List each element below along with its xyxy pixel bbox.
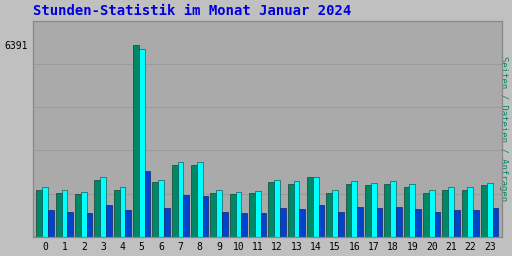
Bar (313, 177, 318, 237)
Bar (487, 183, 493, 237)
Bar (119, 187, 125, 237)
Bar (249, 194, 255, 237)
Bar (352, 181, 357, 237)
Bar (178, 162, 183, 237)
Bar (36, 190, 42, 237)
Bar (462, 189, 467, 237)
Bar (133, 45, 139, 237)
Bar (473, 210, 479, 237)
Bar (164, 208, 170, 237)
Bar (403, 187, 410, 237)
Bar (261, 213, 266, 237)
Bar (172, 165, 178, 237)
Bar (338, 212, 344, 237)
Bar (153, 182, 158, 237)
Bar (94, 180, 100, 237)
Bar (81, 192, 87, 237)
Bar (300, 209, 305, 237)
Bar (222, 212, 228, 237)
Y-axis label: Seiten / Dateien / Anfragen: Seiten / Dateien / Anfragen (499, 56, 508, 201)
Bar (100, 177, 106, 237)
Bar (241, 213, 247, 237)
Bar (435, 212, 440, 237)
Bar (346, 184, 352, 237)
Bar (268, 182, 274, 237)
Bar (454, 210, 460, 237)
Bar (288, 184, 293, 237)
Bar (318, 205, 325, 237)
Bar (145, 171, 151, 237)
Bar (255, 191, 261, 237)
Bar (481, 185, 487, 237)
Bar (230, 194, 236, 237)
Bar (197, 163, 203, 237)
Bar (293, 182, 300, 237)
Bar (371, 183, 377, 237)
Bar (106, 205, 112, 237)
Bar (332, 190, 338, 237)
Bar (139, 49, 145, 237)
Bar (125, 210, 131, 237)
Bar (280, 208, 286, 237)
Text: Stunden-Statistik im Monat Januar 2024: Stunden-Statistik im Monat Januar 2024 (33, 4, 351, 18)
Bar (158, 180, 164, 237)
Bar (429, 190, 435, 237)
Bar (75, 194, 81, 237)
Bar (216, 190, 222, 237)
Bar (42, 187, 48, 237)
Bar (396, 207, 402, 237)
Bar (87, 213, 93, 237)
Bar (415, 209, 421, 237)
Bar (210, 193, 216, 237)
Bar (410, 184, 415, 237)
Bar (48, 210, 54, 237)
Bar (385, 184, 390, 237)
Bar (183, 195, 189, 237)
Bar (67, 212, 73, 237)
Bar (365, 185, 371, 237)
Bar (274, 180, 280, 237)
Bar (377, 208, 382, 237)
Bar (114, 189, 119, 237)
Bar (307, 177, 313, 237)
Bar (448, 187, 454, 237)
Bar (56, 193, 61, 237)
Bar (61, 190, 67, 237)
Bar (493, 208, 498, 237)
Bar (191, 165, 197, 237)
Bar (203, 196, 208, 237)
Bar (390, 181, 396, 237)
Bar (423, 193, 429, 237)
Bar (467, 187, 473, 237)
Bar (442, 189, 448, 237)
Bar (236, 192, 241, 237)
Bar (326, 193, 332, 237)
Bar (357, 207, 363, 237)
